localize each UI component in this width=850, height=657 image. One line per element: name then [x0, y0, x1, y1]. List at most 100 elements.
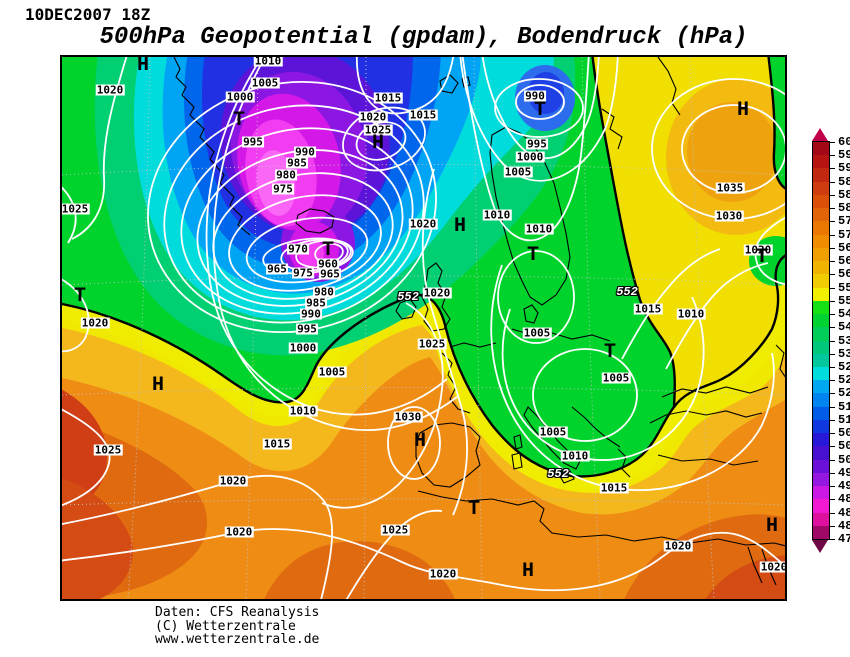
colorbar-arrow-down [812, 540, 828, 553]
colorbar-segment [813, 380, 829, 395]
colorbar-tick-label: 552 [838, 293, 850, 308]
colorbar-tick [829, 168, 835, 170]
colorbar-tick-label: 504 [838, 439, 850, 454]
isobar-label: 980 [275, 168, 297, 182]
run-datetime: 10DEC2007 18Z [25, 5, 151, 24]
isobar-label: 970 [287, 242, 309, 256]
isobar-label: 1010 [288, 404, 318, 418]
isobar-label: 1015 [599, 481, 629, 495]
isobar-label: 1020 [218, 474, 248, 488]
credits-data-source: Daten: CFS Reanalysis [155, 605, 320, 620]
colorbar-tick [829, 459, 835, 461]
colorbar-tick [829, 472, 835, 474]
isobar-label: 1020 [422, 286, 452, 300]
colorbar-tick [829, 433, 835, 435]
isobar-label: 975 [272, 182, 294, 196]
pressure-center-marker: T [232, 109, 246, 133]
colorbar-tick [829, 380, 835, 382]
pressure-center-marker: H [736, 99, 750, 123]
colorbar-tick-label: 600 [838, 135, 850, 149]
colorbar-tick-label: 484 [838, 505, 850, 520]
isobar-label: 1000 [225, 90, 255, 104]
colorbar-segment [813, 274, 829, 289]
isobar-label: 1020 [663, 539, 693, 553]
colorbar-tick-label: 500 [838, 452, 850, 467]
isobar-label: 1005 [317, 365, 347, 379]
colorbar-tick [829, 340, 835, 342]
colorbar-tick-label: 476 [838, 532, 850, 546]
colorbar-segment [813, 459, 829, 474]
credits-copyright: (C) Wetterzentrale [155, 618, 296, 634]
colorbar-tick [829, 221, 835, 223]
isobar-label: 1020 [80, 316, 110, 330]
colorbar-tick [829, 525, 835, 527]
colorbar-segment [813, 499, 829, 514]
colorbar-segment [813, 194, 829, 210]
colorbar-tick [829, 194, 835, 196]
colorbar-tick-label: 576 [838, 214, 850, 229]
colorbar-tick [829, 539, 835, 540]
isobar-label: 1025 [380, 523, 410, 537]
colorbar-tick-label: 496 [838, 465, 850, 480]
colorbar-tick-label: 492 [838, 479, 850, 494]
geopotential-label: 552 [547, 467, 569, 481]
colorbar-segment [813, 247, 829, 263]
isobar-label: 995 [526, 137, 548, 151]
colorbar-segment [813, 327, 829, 342]
colorbar-tick-label: 524 [838, 373, 850, 388]
isobar-label: 1020 [95, 83, 125, 97]
colorbar-segment [813, 366, 829, 382]
isobar-label: 995 [242, 135, 264, 149]
colorbar-segment [813, 472, 829, 488]
isobar-label: 1020 [358, 110, 388, 124]
colorbar-tick-label: 528 [838, 359, 850, 374]
isobar-label: 1025 [417, 337, 447, 351]
graticule [62, 57, 785, 599]
colorbar-tick [829, 327, 835, 329]
isobar-label: 1010 [482, 208, 512, 222]
colorbar-tick-label: 588 [838, 174, 850, 189]
colorbar-segment [813, 208, 829, 223]
colorbar-tick-label: 532 [838, 346, 850, 361]
pressure-center-marker: T [755, 246, 769, 270]
colorbar-segment [813, 419, 829, 435]
chart-title: 500hPa Geopotential (gpdam), Bodendruck … [99, 24, 748, 51]
geopotential-label: 552 [397, 290, 419, 304]
pressure-center-marker: T [467, 498, 481, 522]
colorbar-tick-label: 584 [838, 187, 850, 202]
colorbar-segment [813, 234, 829, 249]
colorbar-tick [829, 499, 835, 501]
pressure-center-marker: H [765, 515, 779, 539]
map-field [62, 57, 785, 599]
colorbar-tick [829, 208, 835, 210]
isobar-label: 1000 [515, 150, 545, 164]
isobar-label: 990 [294, 145, 316, 159]
isobar-label: 1025 [93, 443, 123, 457]
isobar-label: 995 [296, 322, 318, 336]
isobar-label: 1010 [253, 55, 283, 68]
isobars [62, 57, 785, 599]
colorbar-segment [813, 486, 829, 501]
isobar-label: 980 [313, 285, 335, 299]
colorbar-tick-label: 488 [838, 492, 850, 507]
colorbar-tick-label: 572 [838, 227, 850, 242]
isobar-label: 1005 [250, 76, 280, 90]
map-panel: 1020 1010 1005 1000 995 990 985 980 975 1015 1015 1… [60, 55, 787, 601]
colorbar-segment [813, 314, 829, 329]
colorbar-segment [813, 512, 829, 527]
isobar-label: 1015 [633, 302, 663, 316]
isobar-label: 1010 [560, 449, 590, 463]
colorbar-tick [829, 261, 835, 263]
pressure-center-marker: H [151, 374, 165, 398]
pressure-center-marker: T [73, 285, 87, 309]
colorbar-segment [813, 353, 829, 368]
isobar-label: 1030 [714, 209, 744, 223]
colorbar-tick-label: 596 [838, 148, 850, 163]
colorbar-tick-label: 568 [838, 240, 850, 255]
pressure-center-marker: T [321, 239, 335, 263]
colorbar-tick [829, 353, 835, 355]
colorbar-tick [829, 486, 835, 488]
isobar-label: 1020 [759, 560, 787, 574]
isobar-label: 1015 [262, 437, 292, 451]
